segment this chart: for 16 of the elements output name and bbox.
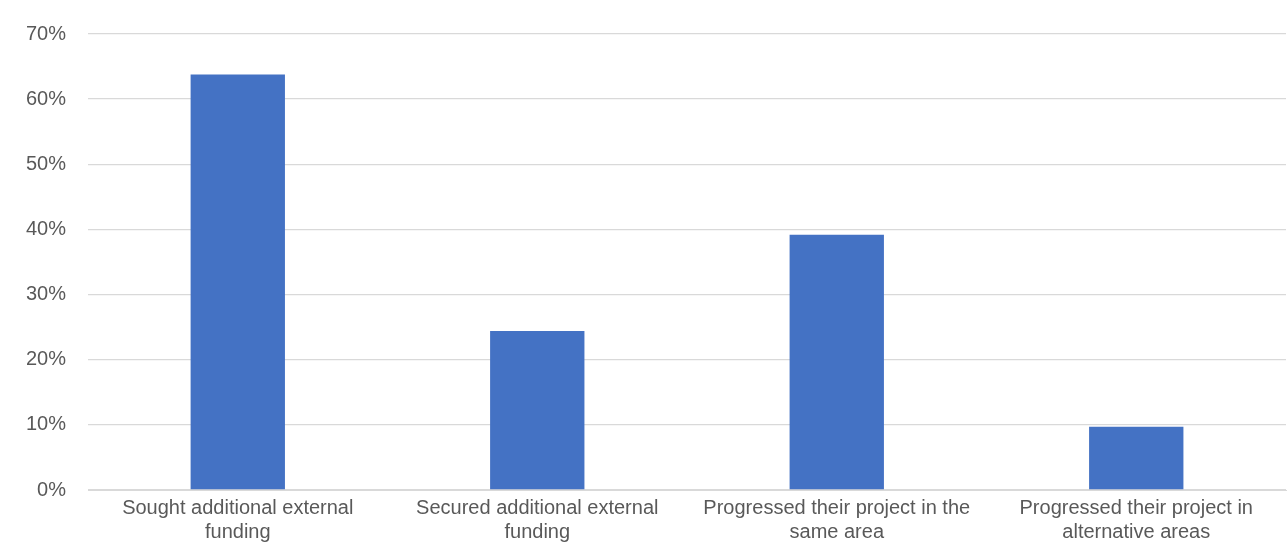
bar [490,331,585,490]
bar [789,234,884,490]
bar [1089,426,1184,490]
y-tick-label: 20% [26,347,67,370]
x-tick-label: Progressed their project in the same area [703,495,971,542]
x-tick-label: Sought additional external funding [122,495,354,542]
x-tick-label: Progressed their project in alternative areas [1019,495,1253,542]
y-tick-label: 10% [26,412,67,435]
y-tick-label: 30% [26,282,67,305]
x-tick-label: Secured additional external funding [416,495,659,542]
bar [190,74,285,490]
y-tick-label: 40% [26,216,67,239]
y-tick-label: 60% [26,86,67,109]
y-tick-label: 50% [26,151,67,174]
y-tick-label: 70% [26,21,67,44]
y-tick-label: 0% [37,477,67,500]
